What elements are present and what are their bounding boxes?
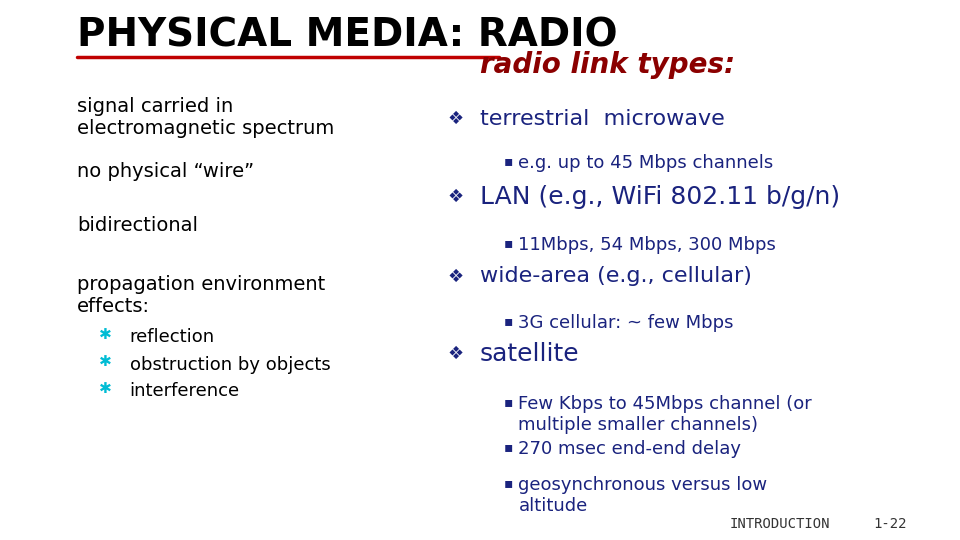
Text: ✱: ✱ xyxy=(99,327,112,342)
Text: signal carried in
electromagnetic spectrum: signal carried in electromagnetic spectr… xyxy=(77,97,334,138)
Text: ❖: ❖ xyxy=(448,267,464,286)
Text: 1-22: 1-22 xyxy=(874,517,907,531)
Text: terrestrial  microwave: terrestrial microwave xyxy=(480,109,725,129)
Text: ▪: ▪ xyxy=(504,154,514,168)
Text: LAN (e.g., WiFi 802.11 b/g/n): LAN (e.g., WiFi 802.11 b/g/n) xyxy=(480,185,840,209)
Text: 270 msec end-end delay: 270 msec end-end delay xyxy=(518,440,741,458)
Text: ❖: ❖ xyxy=(448,345,464,363)
Text: bidirectional: bidirectional xyxy=(77,216,198,235)
Text: Few Kbps to 45Mbps channel (or
multiple smaller channels): Few Kbps to 45Mbps channel (or multiple … xyxy=(518,395,812,434)
Text: obstruction by objects: obstruction by objects xyxy=(130,355,330,374)
Text: satellite: satellite xyxy=(480,342,580,366)
Text: ▪: ▪ xyxy=(504,314,514,328)
Text: reflection: reflection xyxy=(130,328,215,347)
Text: wide-area (e.g., cellular): wide-area (e.g., cellular) xyxy=(480,266,752,287)
Text: ✱: ✱ xyxy=(99,381,112,396)
Text: interference: interference xyxy=(130,382,240,401)
Text: ▪: ▪ xyxy=(504,440,514,454)
Text: ❖: ❖ xyxy=(448,110,464,128)
Text: ❖: ❖ xyxy=(448,188,464,206)
Text: 3G cellular: ~ few Mbps: 3G cellular: ~ few Mbps xyxy=(518,314,733,332)
Text: ✱: ✱ xyxy=(99,354,112,369)
Text: 11Mbps, 54 Mbps, 300 Mbps: 11Mbps, 54 Mbps, 300 Mbps xyxy=(518,236,777,254)
Text: radio link types:: radio link types: xyxy=(480,51,735,79)
Text: propagation environment
effects:: propagation environment effects: xyxy=(77,275,325,316)
Text: INTRODUCTION: INTRODUCTION xyxy=(730,517,830,531)
Text: no physical “wire”: no physical “wire” xyxy=(77,162,254,181)
Text: ▪: ▪ xyxy=(504,236,514,250)
Text: ▪: ▪ xyxy=(504,476,514,490)
Text: geosynchronous versus low
altitude: geosynchronous versus low altitude xyxy=(518,476,768,515)
Text: e.g. up to 45 Mbps channels: e.g. up to 45 Mbps channels xyxy=(518,154,774,172)
Text: ▪: ▪ xyxy=(504,395,514,409)
Text: PHYSICAL MEDIA: RADIO: PHYSICAL MEDIA: RADIO xyxy=(77,16,617,54)
